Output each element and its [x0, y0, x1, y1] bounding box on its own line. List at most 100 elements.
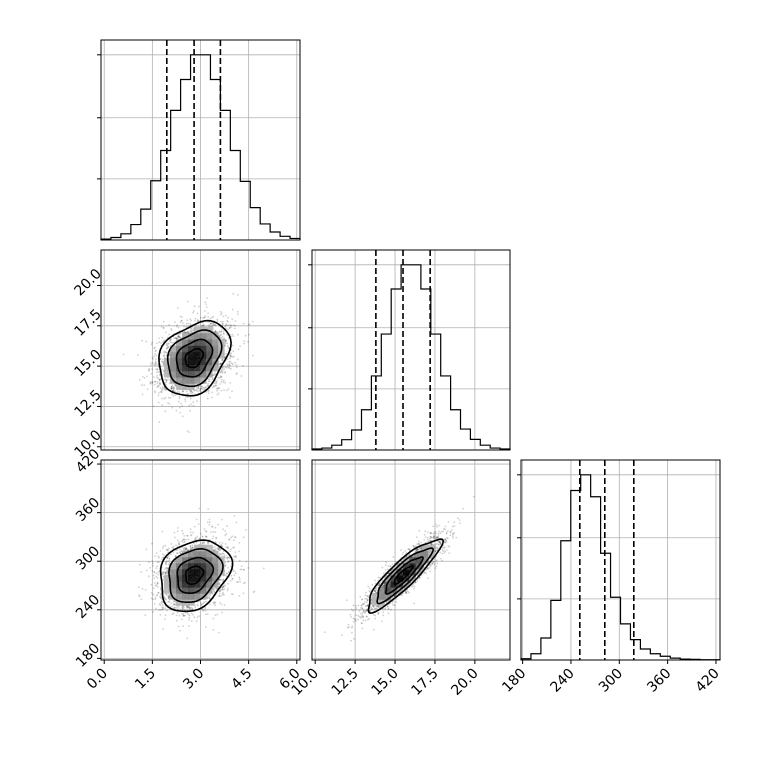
sample-point [209, 593, 212, 596]
sample-point [220, 312, 223, 315]
sample-point [228, 364, 231, 366]
sample-point [183, 538, 185, 540]
sample-point [179, 336, 181, 339]
density-bin [188, 332, 195, 340]
density-bin [182, 383, 189, 391]
sample-point [166, 560, 169, 563]
sample-point [226, 525, 229, 528]
sample-point [166, 344, 169, 347]
sample-point [185, 390, 188, 393]
sample-point [178, 543, 181, 545]
sample-point [200, 316, 202, 319]
sample-point [222, 578, 225, 581]
sample-point [188, 619, 191, 621]
sample-point [233, 574, 236, 577]
sample-point [175, 619, 178, 622]
sample-point [151, 381, 154, 384]
sample-point [192, 310, 195, 312]
sample-point [154, 364, 156, 367]
density-bin [200, 376, 207, 384]
sample-point [165, 348, 168, 350]
sample-point [176, 391, 179, 393]
sample-point [214, 370, 217, 373]
sample-point [163, 388, 166, 391]
sample-point [219, 553, 222, 556]
sample-point [234, 320, 237, 322]
sample-point [193, 389, 196, 392]
sample-point [150, 364, 153, 367]
sample-point [197, 604, 199, 607]
sample-point [183, 606, 185, 609]
sample-point [176, 337, 179, 340]
sample-point [247, 567, 250, 569]
sample-point [206, 596, 209, 599]
sample-point [211, 378, 214, 381]
sample-point [227, 316, 230, 319]
sample-point [217, 392, 220, 395]
sample-point [227, 366, 230, 369]
sample-point [190, 319, 193, 322]
sample-point [138, 594, 140, 597]
sample-point [211, 322, 214, 325]
sample-point [207, 316, 210, 318]
sample-point [220, 337, 223, 340]
sample-point [155, 349, 157, 352]
density-bin [194, 326, 201, 334]
sample-point [242, 568, 245, 571]
sample-point [214, 526, 217, 529]
sample-point [223, 337, 226, 340]
sample-point [225, 533, 228, 535]
sample-point [178, 391, 181, 394]
sample-point [229, 550, 231, 553]
sample-point [202, 324, 205, 326]
sample-point [230, 362, 233, 364]
sample-point [189, 545, 192, 547]
sample-point [219, 590, 222, 593]
sample-point [179, 406, 181, 409]
sample-point [179, 333, 182, 335]
sample-point [223, 368, 226, 371]
sample-point [192, 404, 195, 407]
sample-point [232, 350, 235, 353]
sample-point [151, 368, 154, 371]
sample-point [218, 335, 221, 338]
sample-point [211, 391, 214, 394]
sample-point [209, 603, 212, 606]
sample-point [174, 555, 177, 558]
sample-point [230, 326, 232, 328]
sample-point [215, 536, 217, 539]
contour-line [184, 347, 205, 369]
sample-point [160, 609, 162, 611]
sample-point [138, 586, 140, 588]
sample-point [242, 365, 244, 368]
sample-point [195, 620, 198, 623]
sample-point [192, 531, 195, 534]
density-bin [194, 351, 201, 359]
sample-point [161, 600, 163, 603]
sample-point [194, 537, 196, 540]
sample-point [176, 539, 179, 541]
sample-point [152, 376, 155, 378]
sample-point [228, 324, 230, 326]
sample-point [219, 362, 222, 365]
sample-point [170, 387, 173, 390]
sample-point [143, 384, 146, 386]
sample-point [216, 389, 219, 392]
sample-point [244, 334, 247, 337]
sample-point [183, 608, 186, 611]
sample-point [206, 613, 209, 615]
sample-point [228, 396, 231, 399]
sample-point [212, 324, 214, 326]
density-bin [170, 345, 177, 353]
sample-point [156, 368, 159, 371]
sample-point [179, 548, 181, 551]
sample-point [238, 576, 241, 579]
sample-point [170, 387, 173, 390]
sample-point [212, 327, 215, 330]
sample-point [155, 368, 158, 371]
sample-point [218, 578, 221, 581]
sample-point [186, 605, 188, 608]
density-bin [176, 345, 183, 353]
sample-point [238, 595, 241, 597]
sample-point [167, 346, 169, 349]
